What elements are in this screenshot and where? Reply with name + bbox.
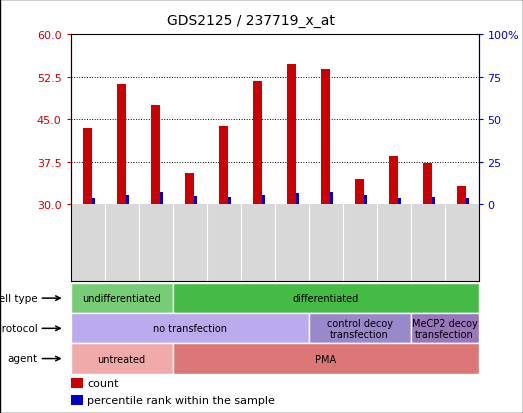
Text: agent: agent	[7, 353, 38, 363]
Text: no transfection: no transfection	[153, 323, 226, 334]
Bar	[173, 344, 479, 374]
Text: untreated: untreated	[97, 354, 146, 364]
Bar	[287, 64, 297, 205]
Text: PMA: PMA	[315, 354, 336, 364]
Bar	[126, 195, 129, 205]
Bar	[330, 193, 333, 205]
Bar	[355, 179, 365, 205]
Text: control decoy
transfection: control decoy transfection	[326, 318, 393, 339]
Text: count: count	[87, 378, 118, 388]
Bar	[398, 198, 401, 205]
Text: percentile rank within the sample: percentile rank within the sample	[87, 395, 275, 405]
Bar	[83, 128, 93, 205]
Bar	[71, 313, 309, 344]
Bar	[364, 195, 367, 205]
Text: GDS2125 / 237719_x_at: GDS2125 / 237719_x_at	[167, 14, 335, 28]
Bar	[457, 187, 467, 205]
Text: undifferentiated: undifferentiated	[82, 293, 161, 304]
Text: MeCP2 decoy
transfection: MeCP2 decoy transfection	[412, 318, 477, 339]
Bar	[228, 197, 231, 205]
Bar	[309, 313, 411, 344]
Text: cell type: cell type	[0, 293, 38, 303]
Text: protocol: protocol	[0, 323, 38, 333]
Bar	[173, 283, 479, 313]
Bar	[411, 313, 479, 344]
Text: differentiated: differentiated	[292, 293, 359, 304]
Bar	[71, 378, 83, 389]
Bar	[423, 164, 433, 205]
Bar	[71, 283, 173, 313]
Bar	[296, 194, 299, 205]
Bar	[219, 127, 229, 205]
Bar	[71, 344, 173, 374]
Bar	[71, 395, 83, 406]
Bar	[466, 198, 469, 205]
Bar	[151, 106, 161, 205]
Bar	[92, 199, 95, 205]
Bar	[185, 174, 195, 205]
Bar	[321, 70, 331, 205]
Bar	[117, 85, 127, 205]
Bar	[432, 197, 435, 205]
Bar	[194, 196, 197, 205]
Bar	[160, 193, 163, 205]
Bar	[389, 157, 399, 205]
Bar	[253, 81, 263, 205]
Bar	[262, 195, 265, 205]
